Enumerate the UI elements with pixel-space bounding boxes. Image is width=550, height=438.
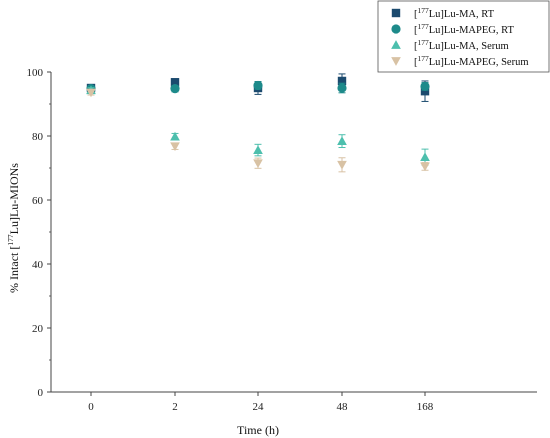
legend-box	[377, 0, 550, 73]
data-point	[337, 136, 347, 145]
y-tick-label-20: 20	[32, 323, 44, 335]
data-point	[170, 78, 180, 87]
y-ticks: 0 20 40 60 80 100	[27, 67, 51, 399]
x-tick-label-168: 168	[417, 401, 434, 413]
x-tick-label-0: 0	[88, 401, 94, 413]
x-tick-label-2: 2	[172, 401, 178, 413]
data-point	[337, 76, 347, 86]
legend-items: [177Lu]Lu-MA, RT [177Lu]Lu-MAPEG, RT [177L…	[391, 6, 529, 68]
y-axis-title-suffix: Lu]Lu-MIONs	[7, 163, 21, 235]
legend-marker-4	[391, 57, 401, 66]
data-point	[86, 88, 96, 98]
legend-label-1: [177Lu]Lu-MA, RT	[414, 6, 495, 20]
series-layer	[86, 73, 430, 173]
legend-label-3: [177Lu]Lu-MA, Serum	[414, 38, 509, 52]
y-tick-label-100: 100	[27, 67, 44, 79]
data-point	[253, 159, 263, 169]
data-point	[253, 145, 263, 154]
data-point	[420, 87, 430, 96]
data-point	[420, 81, 430, 91]
y-axis-title-prefix: % Intact [	[7, 246, 21, 293]
legend-marker-3	[391, 40, 401, 49]
data-point	[420, 152, 430, 161]
legend: [177Lu]Lu-MA, RT [177Lu]Lu-MAPEG, RT [177L…	[377, 0, 550, 73]
legend-label-2: [177Lu]Lu-MAPEG, RT	[414, 22, 514, 36]
data-point	[170, 142, 180, 152]
data-point	[170, 131, 180, 141]
data-point	[337, 160, 347, 170]
y-axis-title: % Intact [177Lu]Lu-MIONs	[6, 163, 21, 293]
y-axis-title-sup: 177	[6, 234, 15, 246]
data-point	[170, 84, 180, 94]
x-ticks: 0 2 24 48 168	[88, 392, 434, 413]
y-tick-label-80: 80	[32, 131, 44, 143]
data-point	[420, 162, 430, 172]
y-tick-label-40: 40	[32, 259, 44, 271]
legend-label-4: [177Lu]Lu-MAPEG, Serum	[414, 54, 529, 68]
legend-marker-2	[391, 24, 401, 34]
plot-area: 0 20 40 60 80 100 0 2 24 48 168	[27, 67, 537, 413]
y-tick-label-60: 60	[32, 195, 44, 207]
y-tick-label-0: 0	[38, 387, 44, 399]
x-tick-label-48: 48	[337, 401, 349, 413]
x-tick-label-24: 24	[253, 401, 265, 413]
series-4	[86, 88, 430, 173]
data-point	[253, 80, 263, 91]
x-axis-title: Time (h)	[237, 423, 279, 437]
legend-marker-1	[391, 8, 401, 18]
series-3	[86, 85, 430, 166]
data-point	[337, 83, 347, 93]
